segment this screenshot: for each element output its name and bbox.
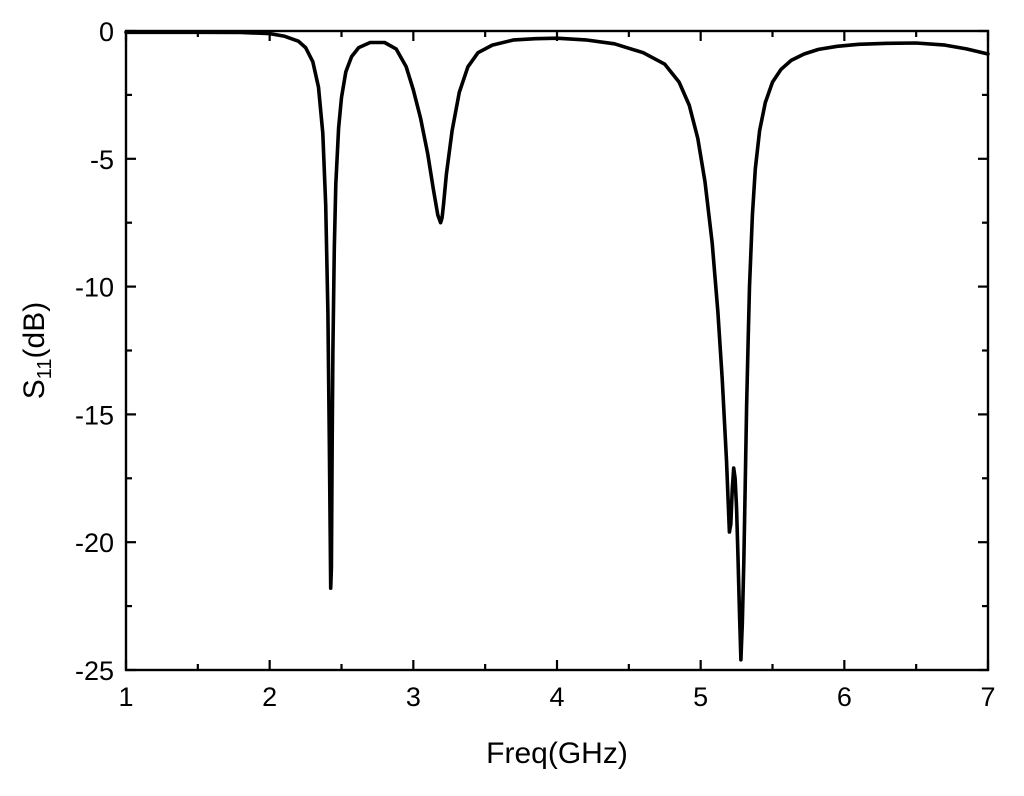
series-layer <box>124 30 990 662</box>
y-axis-title-subscript: 11 <box>34 358 56 379</box>
x-tick-label: 5 <box>693 682 708 712</box>
x-tick-label: 1 <box>118 682 133 712</box>
y-tick-label: -15 <box>75 400 114 430</box>
y-axis-title: S11(dB) <box>18 302 56 399</box>
y-axis-title-unit: (dB) <box>18 302 51 359</box>
plot-frame <box>124 29 990 672</box>
x-axis-ticks: 1 2 3 4 5 6 7 <box>118 31 996 712</box>
y-tick-label: -10 <box>75 273 114 303</box>
x-tick-label: 4 <box>549 682 564 712</box>
plot-border <box>124 29 990 672</box>
x-tick-label: 6 <box>837 682 852 712</box>
y-axis-ticks: 0 -5 -10 -15 -20 -25 <box>75 17 988 686</box>
x-tick-label: 3 <box>406 682 421 712</box>
x-tick-label: 2 <box>262 682 277 712</box>
y-tick-label: -25 <box>75 656 114 686</box>
y-tick-label: 0 <box>99 17 114 47</box>
y-tick-label: -20 <box>75 528 114 558</box>
y-tick-label: -5 <box>90 145 114 175</box>
x-tick-label: 7 <box>980 682 995 712</box>
y-axis-title-main: S <box>18 379 51 399</box>
s11-series-line <box>124 30 990 662</box>
x-axis-title: Freq(GHz) <box>486 737 628 770</box>
